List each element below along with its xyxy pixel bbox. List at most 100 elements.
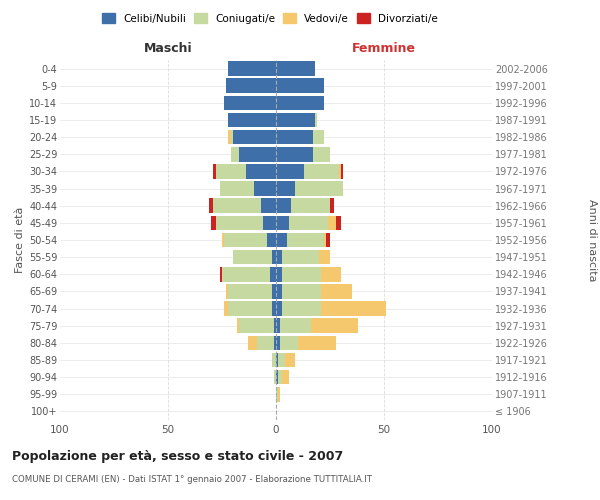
Bar	[276, 318, 280, 333]
Bar	[276, 387, 278, 402]
Bar	[313, 130, 323, 144]
Bar	[229, 62, 276, 76]
Bar	[328, 216, 337, 230]
Bar	[233, 130, 276, 144]
Bar	[341, 164, 343, 178]
Bar	[229, 112, 276, 128]
Bar	[326, 232, 330, 248]
Bar	[237, 318, 239, 333]
Bar	[239, 318, 274, 333]
Bar	[276, 267, 283, 281]
Bar	[226, 78, 276, 93]
Bar	[229, 302, 272, 316]
Bar	[272, 302, 276, 316]
Bar	[272, 284, 276, 298]
Bar	[276, 302, 283, 316]
Bar	[319, 250, 330, 264]
Bar	[278, 370, 283, 384]
Bar	[276, 232, 287, 248]
Bar	[283, 267, 322, 281]
Text: Femmine: Femmine	[352, 42, 416, 55]
Text: Anni di nascita: Anni di nascita	[587, 198, 597, 281]
Bar	[330, 198, 334, 213]
Bar	[311, 318, 358, 333]
Bar	[211, 216, 215, 230]
Bar	[248, 336, 257, 350]
Bar	[246, 164, 276, 178]
Text: Popolazione per età, sesso e stato civile - 2007: Popolazione per età, sesso e stato civil…	[12, 450, 343, 463]
Bar	[283, 284, 322, 298]
Bar	[229, 284, 272, 298]
Bar	[215, 164, 246, 178]
Bar	[283, 302, 322, 316]
Bar	[337, 216, 341, 230]
Bar	[263, 216, 276, 230]
Bar	[283, 250, 319, 264]
Bar	[229, 130, 230, 144]
Bar	[233, 250, 272, 264]
Bar	[274, 370, 276, 384]
Bar	[298, 336, 337, 350]
Bar	[276, 352, 278, 368]
Bar	[224, 96, 276, 110]
Bar	[284, 352, 295, 368]
Bar	[276, 112, 315, 128]
Bar	[276, 62, 315, 76]
Bar	[289, 216, 328, 230]
Bar	[287, 232, 323, 248]
Legend: Celibi/Nubili, Coniugati/e, Vedovi/e, Divorziati/e: Celibi/Nubili, Coniugati/e, Vedovi/e, Di…	[99, 10, 441, 26]
Bar	[276, 96, 323, 110]
Bar	[220, 182, 254, 196]
Bar	[276, 370, 278, 384]
Bar	[274, 336, 276, 350]
Bar	[323, 232, 326, 248]
Bar	[278, 387, 280, 402]
Bar	[276, 147, 313, 162]
Bar	[272, 352, 276, 368]
Bar	[222, 232, 224, 248]
Bar	[230, 147, 239, 162]
Bar	[268, 232, 276, 248]
Bar	[224, 302, 229, 316]
Bar	[215, 216, 263, 230]
Text: Maschi: Maschi	[143, 42, 193, 55]
Bar	[313, 147, 330, 162]
Bar	[276, 216, 289, 230]
Bar	[315, 112, 317, 128]
Bar	[338, 164, 341, 178]
Bar	[274, 318, 276, 333]
Bar	[276, 336, 280, 350]
Bar	[283, 370, 289, 384]
Bar	[214, 164, 215, 178]
Bar	[261, 198, 276, 213]
Bar	[322, 267, 341, 281]
Bar	[280, 318, 311, 333]
Bar	[214, 198, 261, 213]
Bar	[254, 182, 276, 196]
Bar	[220, 267, 222, 281]
Bar	[209, 198, 214, 213]
Bar	[276, 164, 304, 178]
Y-axis label: Fasce di età: Fasce di età	[14, 207, 25, 273]
Bar	[280, 336, 298, 350]
Bar	[222, 267, 269, 281]
Bar	[276, 182, 295, 196]
Bar	[269, 267, 276, 281]
Bar	[276, 284, 283, 298]
Bar	[224, 232, 268, 248]
Bar	[272, 250, 276, 264]
Bar	[291, 198, 330, 213]
Bar	[295, 182, 343, 196]
Bar	[322, 284, 352, 298]
Bar	[276, 250, 283, 264]
Bar	[226, 284, 229, 298]
Bar	[239, 147, 276, 162]
Text: COMUNE DI CERAMI (EN) - Dati ISTAT 1° gennaio 2007 - Elaborazione TUTTITALIA.IT: COMUNE DI CERAMI (EN) - Dati ISTAT 1° ge…	[12, 475, 372, 484]
Bar	[278, 352, 284, 368]
Bar	[304, 164, 338, 178]
Bar	[257, 336, 274, 350]
Bar	[276, 198, 291, 213]
Bar	[230, 130, 233, 144]
Bar	[276, 130, 313, 144]
Bar	[276, 78, 323, 93]
